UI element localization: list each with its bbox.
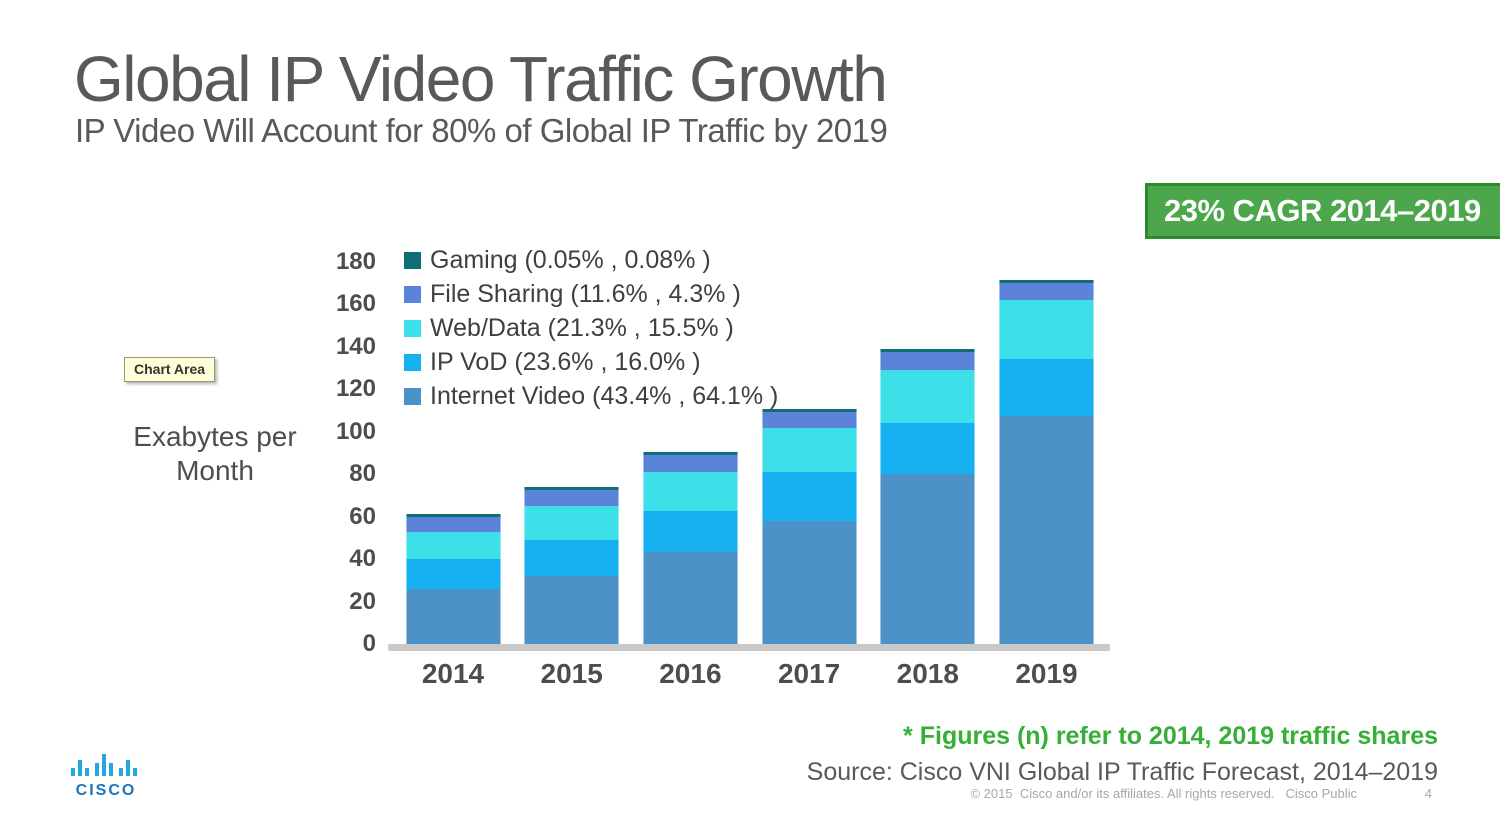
bar-segment-gaming-2015[interactable] [524,487,620,491]
cisco-logo: CISCO [66,754,146,800]
cisco-logo-text: CISCO [75,782,137,799]
bar-segment-internet-video-2019[interactable] [999,415,1094,644]
y-tick-label: 100 [335,417,376,445]
y-axis-title-line1: Exabytes per [133,421,297,452]
bar-segment-web-data-2017[interactable] [761,427,857,473]
legend-label: IP VoD (23.6% , 16.0% ) [430,347,701,376]
bar-segment-web-data-2015[interactable] [524,506,620,540]
bar-segment-gaming-2016[interactable] [642,452,738,456]
bar-segment-internet-video-2018[interactable] [880,474,976,644]
bar-segment-internet-video-2015[interactable] [524,576,620,644]
x-axis-label-2014: 2014 [421,658,485,689]
legend-swatch-icon [404,285,421,303]
chart-legend: Gaming (0.05% , 0.08% ) File Sharing (11.… [404,243,778,413]
legend-item-ip-vod[interactable]: IP VoD (23.6% , 16.0% ) [404,345,778,379]
bar-segment-web-data-2016[interactable] [642,472,738,512]
bar-segment-web-data-2018[interactable] [880,370,976,424]
bar-segment-file-sharing-2015[interactable] [524,490,620,507]
bar-segment-file-sharing-2019[interactable] [999,283,1094,301]
y-tick-label: 60 [349,502,376,530]
bar-segment-internet-video-2014[interactable] [405,588,501,644]
x-axis-label-2017: 2017 [777,658,841,689]
y-tick-label: 120 [335,375,376,403]
bar-segment-gaming-2019[interactable] [999,280,1094,284]
bar-segment-ip-vod-2019[interactable] [999,358,1094,416]
legend-label: File Sharing (11.6% , 4.3% ) [430,279,741,308]
legend-item-file-sharing[interactable]: File Sharing (11.6% , 4.3% ) [404,277,778,311]
y-tick-label: 180 [335,248,376,275]
y-axis-title-line2: Month [176,454,254,486]
bar-segment-file-sharing-2018[interactable] [880,352,976,371]
x-axis-label-2019: 2019 [1015,658,1078,689]
legend-label: Gaming (0.05% , 0.08% ) [430,245,711,274]
copyright-line: © 2015 Cisco and/or its affiliates. All … [970,786,1357,801]
chart-area-tooltip-label: Chart Area [134,361,206,377]
bar-segment-ip-vod-2018[interactable] [880,423,976,475]
bar-segment-gaming-2018[interactable] [880,349,976,353]
legend-label: Web/Data (21.3% , 15.5% ) [430,313,734,342]
x-axis-baseline [388,644,1110,651]
y-tick-label: 0 [362,630,376,657]
y-tick-label: 140 [335,332,376,360]
bar-segment-web-data-2014[interactable] [405,531,501,560]
x-axis-label-2018: 2018 [896,658,959,689]
legend-swatch-icon [404,319,421,337]
bar-segment-internet-video-2016[interactable] [642,551,738,644]
legend-item-gaming[interactable]: Gaming (0.05% , 0.08% ) [404,243,778,277]
x-axis-label-2015: 2015 [540,658,603,689]
y-tick-label: 40 [349,545,376,573]
y-tick-label: 20 [349,587,376,615]
bar-segment-internet-video-2017[interactable] [761,520,857,644]
legend-swatch-icon [404,353,421,371]
cagr-badge-label: 23% CAGR 2014–2019 [1164,193,1481,228]
y-tick-label: 160 [335,290,376,318]
bar-segment-gaming-2014[interactable] [405,513,501,517]
bar-segment-ip-vod-2015[interactable] [524,540,620,577]
page-number: 4 [1424,786,1432,801]
page-title: Global IP Video Traffic Growth [74,43,888,115]
y-axis-title: Exabytes per Month [100,420,330,487]
bar-segment-file-sharing-2017[interactable] [761,411,857,428]
legend-item-web-data[interactable]: Web/Data (21.3% , 15.5% ) [404,311,778,345]
footnote: * Figures (n) refer to 2014, 2019 traffi… [903,722,1438,750]
legend-swatch-icon [404,387,421,405]
chart-area-tooltip: Chart Area [124,357,216,382]
legend-item-internet-video[interactable]: Internet Video (43.4% , 64.1% ) [404,379,778,413]
legend-label: Internet Video (43.4% , 64.1% ) [430,381,779,410]
bar-segment-ip-vod-2016[interactable] [642,511,738,552]
legend-swatch-icon [404,251,421,269]
x-axis-label-2016: 2016 [659,658,722,689]
bar-segment-ip-vod-2014[interactable] [405,559,501,589]
bar-segment-file-sharing-2016[interactable] [642,455,738,473]
bar-segment-ip-vod-2017[interactable] [761,472,857,521]
bar-segment-web-data-2019[interactable] [999,300,1094,359]
y-tick-label: 80 [349,460,376,488]
page-subtitle: IP Video Will Account for 80% of Global … [75,112,888,149]
bar-segment-gaming-2017[interactable] [761,408,857,412]
cagr-badge: 23% CAGR 2014–2019 [1145,183,1500,239]
cisco-logo-bars-icon [71,754,137,776]
source-line: Source: Cisco VNI Global IP Traffic Fore… [806,758,1438,786]
bar-segment-file-sharing-2014[interactable] [405,516,501,532]
